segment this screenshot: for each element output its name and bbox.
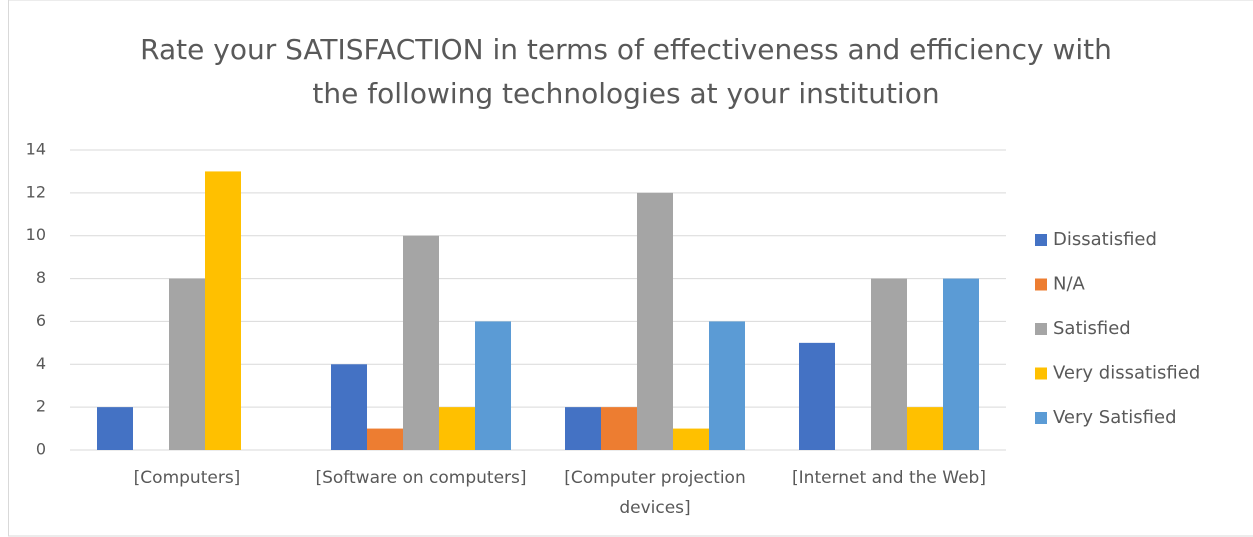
y-tick-label: 2 bbox=[36, 397, 46, 416]
x-tick-label: [Software on computers] bbox=[315, 468, 527, 488]
legend-label: N/A bbox=[1053, 274, 1086, 295]
legend-swatch bbox=[1035, 278, 1047, 291]
bar bbox=[907, 407, 943, 450]
x-tick-label: [Internet and the Web] bbox=[792, 468, 986, 488]
y-tick-label: 10 bbox=[26, 225, 46, 244]
bar bbox=[97, 407, 133, 450]
chart-title: Rate your SATISFACTION in terms of effec… bbox=[140, 33, 1112, 110]
y-tick-label: 8 bbox=[36, 268, 46, 287]
bar bbox=[871, 278, 907, 450]
legend-label: Very Satisfied bbox=[1053, 407, 1177, 428]
x-tick-label: [Computer projection devices] bbox=[564, 468, 746, 518]
legend-label: Very dissatisfied bbox=[1053, 363, 1200, 384]
bar bbox=[205, 171, 241, 450]
legend-swatch bbox=[1035, 367, 1047, 380]
y-tick-label: 12 bbox=[26, 182, 46, 201]
legend-label: Satisfied bbox=[1053, 318, 1131, 339]
y-tick-label: 0 bbox=[36, 440, 46, 459]
bar bbox=[943, 278, 979, 450]
bar bbox=[799, 342, 835, 450]
bar bbox=[439, 407, 475, 450]
legend-swatch bbox=[1035, 412, 1047, 424]
x-tick-label: [Computers] bbox=[133, 468, 241, 488]
bar bbox=[403, 235, 439, 450]
bar bbox=[709, 321, 745, 450]
legend-swatch bbox=[1035, 234, 1047, 246]
bar bbox=[169, 278, 205, 450]
bar bbox=[637, 192, 673, 450]
bar bbox=[673, 428, 709, 450]
legend-label: Dissatisfied bbox=[1053, 229, 1157, 250]
bar bbox=[367, 428, 403, 450]
bar bbox=[601, 407, 637, 450]
bar bbox=[331, 364, 367, 450]
chart-border bbox=[8, 0, 1253, 537]
legend-swatch bbox=[1035, 323, 1047, 335]
y-tick-label: 6 bbox=[36, 311, 46, 330]
bar bbox=[475, 321, 511, 450]
y-tick-label: 4 bbox=[36, 354, 46, 373]
bar bbox=[565, 407, 601, 450]
y-tick-label: 14 bbox=[26, 140, 46, 159]
